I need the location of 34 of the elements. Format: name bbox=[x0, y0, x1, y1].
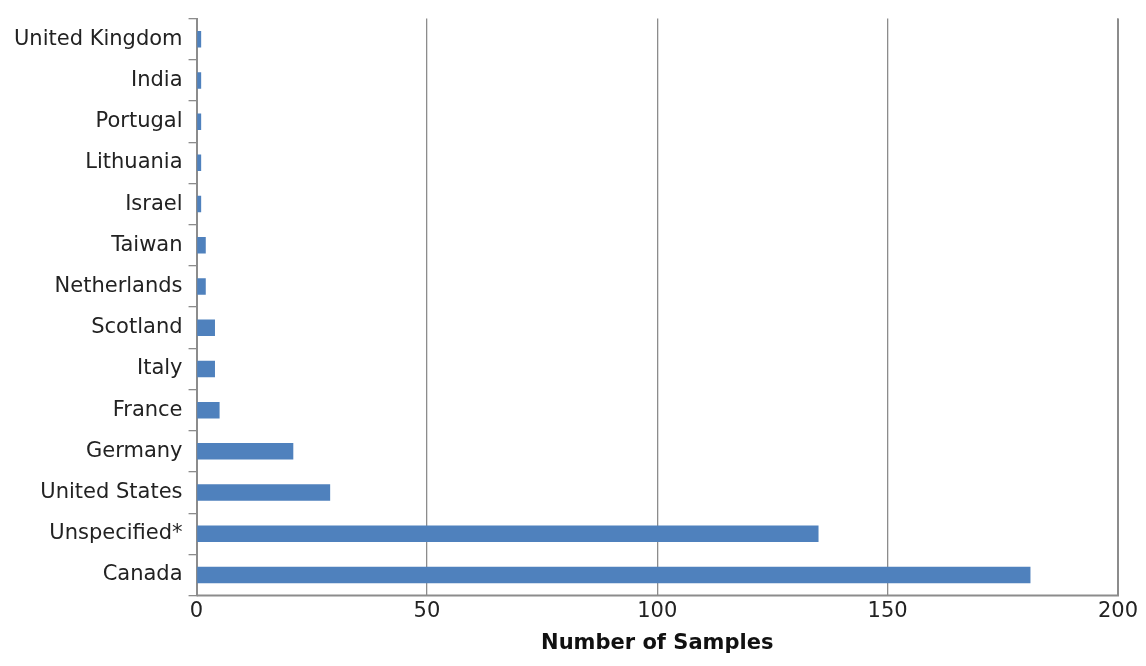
y-tick-label: Germany bbox=[86, 437, 183, 462]
y-tick-label: Unspecified* bbox=[49, 520, 183, 545]
x-tick-label: 50 bbox=[413, 597, 441, 622]
x-tick-label: 100 bbox=[637, 597, 678, 622]
y-tick-label: Italy bbox=[136, 355, 183, 380]
y-tick-label: Canada bbox=[102, 561, 183, 586]
bar bbox=[197, 154, 202, 172]
bar bbox=[197, 484, 331, 501]
bar bbox=[197, 30, 202, 48]
y-tick-label: United States bbox=[40, 479, 183, 504]
bar bbox=[197, 566, 1031, 584]
y-tick-label: Israel bbox=[125, 190, 183, 215]
y-tick-label: United Kingdom bbox=[13, 25, 183, 50]
y-tick-label: Netherlands bbox=[54, 272, 183, 297]
y-tick-label: India bbox=[131, 66, 183, 91]
x-tick-label: 200 bbox=[1097, 597, 1139, 622]
bar bbox=[197, 319, 215, 336]
y-tick-label: Lithuania bbox=[85, 149, 183, 174]
bar bbox=[197, 113, 202, 130]
x-tick-label: 150 bbox=[867, 597, 908, 622]
y-tick-label: Scotland bbox=[91, 314, 183, 339]
bar bbox=[197, 443, 294, 460]
bar bbox=[197, 278, 206, 295]
bar bbox=[197, 401, 220, 419]
bar bbox=[197, 72, 202, 89]
bar bbox=[197, 195, 202, 213]
y-tick-label: France bbox=[112, 396, 183, 421]
bar bbox=[197, 237, 206, 254]
x-axis-title: Number of Samples bbox=[541, 629, 774, 654]
y-tick-label: Taiwan bbox=[110, 231, 183, 256]
x-tick-label: 0 bbox=[189, 597, 204, 622]
bar bbox=[197, 525, 819, 543]
y-tick-label: Portugal bbox=[95, 108, 183, 133]
bar bbox=[197, 360, 215, 378]
